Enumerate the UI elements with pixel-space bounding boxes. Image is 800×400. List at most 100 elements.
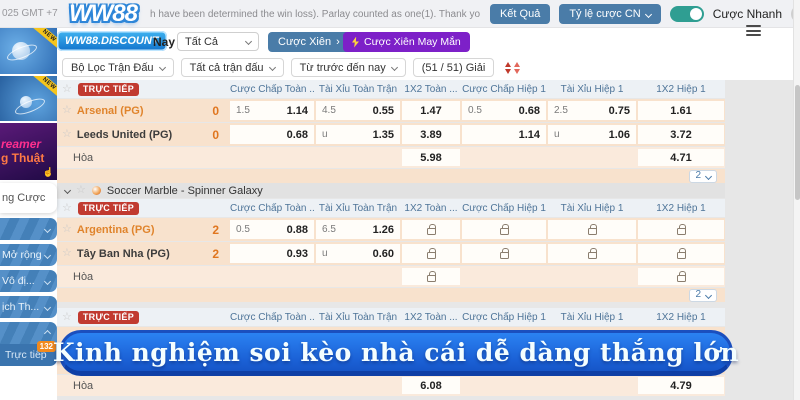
column-header: 1X2 Toàn ... (404, 83, 458, 95)
live-badge: TRỰC TIẾP (77, 201, 140, 215)
odds-cell[interactable]: 2.5 0.75 (548, 101, 636, 120)
draw-row: Hòa (57, 266, 725, 287)
time-range-dropdown[interactable]: Từ trước đến nay (290, 58, 406, 77)
odds-cell[interactable]: 0.5 0.68 (462, 101, 546, 120)
promo-banner-1[interactable]: NEW (0, 28, 57, 74)
star-icon[interactable]: ☆ (62, 128, 72, 140)
chevron-down-icon (43, 303, 52, 311)
lock-icon (676, 271, 686, 282)
locked-odds-cell (402, 244, 460, 263)
lock-icon (426, 224, 436, 235)
sidebar-menu-item[interactable] (0, 322, 57, 344)
chevron-down-icon (43, 225, 52, 233)
sidebar-live-item[interactable]: Trực tiếp 132 (0, 341, 57, 366)
lock-icon (587, 224, 597, 235)
chevron-down-icon (704, 291, 713, 299)
chevron-down-icon (644, 10, 652, 18)
odds-cell[interactable]: 4.5 0.55 (316, 101, 400, 120)
scrollbar[interactable] (793, 0, 800, 400)
sidebar-item-label: Vô đị... (2, 275, 35, 287)
odds-cell[interactable]: 4.71 (638, 149, 724, 166)
odds-cell[interactable]: 6.5 1.26 (316, 220, 400, 239)
odds-cell[interactable]: 6.08 (402, 377, 460, 394)
league-section-header[interactable]: ☆ Soccer Marble - Spinner Galaxy (57, 183, 725, 198)
star-icon[interactable]: ☆ (62, 82, 72, 95)
locked-odds-cell (462, 244, 546, 263)
page-number: 2 (695, 170, 701, 181)
discount-badge[interactable]: WW88.DISCOUNT (57, 31, 167, 51)
odds-cell[interactable]: 1.14 (462, 125, 546, 144)
odds-cell[interactable]: 3.72 (638, 125, 724, 144)
star-icon[interactable]: ☆ (62, 310, 72, 323)
team-row: ☆ Leeds United (PG) 0 0.68 u 1.35 3.89 1.14 u 1.0… (57, 123, 725, 146)
handicap-value: 0.5 (236, 224, 250, 235)
ww88-logo: WW88 (69, 0, 138, 27)
league-count-box[interactable]: (51 / 51) Giải (412, 58, 495, 77)
sort-icon[interactable] (505, 61, 521, 74)
odds-type-button[interactable]: Tỷ lệ cược CN (559, 4, 661, 24)
promo-banner-overlay[interactable]: Kinh nghiệm soi kèo nhà cái dễ dàng thắn… (53, 330, 739, 376)
odds-value: 0.93 (286, 247, 308, 260)
promo-banner-3[interactable]: reamer g Thuật ☝ (0, 123, 57, 180)
promo-banner-2[interactable]: NEW (0, 76, 57, 121)
day-filter-select[interactable]: Tất Cả (177, 32, 259, 51)
lock-icon (676, 224, 686, 235)
all-matches-dropdown[interactable]: Tất cả trận đấu (180, 58, 284, 77)
quick-bet-toggle[interactable] (669, 6, 704, 22)
odds-cell[interactable]: 1.5 1.14 (230, 101, 314, 120)
odds-cell[interactable]: 0.68 (230, 125, 314, 144)
star-icon[interactable]: ☆ (76, 184, 86, 196)
empty-cell (230, 268, 314, 285)
table-footer: 2 (57, 169, 725, 183)
star-icon[interactable]: ☆ (62, 223, 72, 235)
handicap-value: u (322, 129, 328, 140)
odds-cell[interactable]: 0.93 (230, 244, 314, 263)
odds-cell[interactable]: 1.47 (402, 101, 460, 120)
sidebar-menu-item[interactable]: Vô đị... (0, 270, 57, 292)
sidebar-menu-item[interactable]: ịch Th... (0, 296, 57, 318)
results-button[interactable]: Kết Quả (489, 4, 551, 24)
league-icon (91, 186, 101, 195)
topbar-controls: Kết Quả Tỷ lệ cược CN Cược Nhanh (489, 4, 782, 24)
team-name: Tây Ban Nha (PG) (76, 247, 170, 260)
star-icon[interactable]: ☆ (62, 201, 72, 214)
scrollbar-thumb[interactable] (795, 85, 800, 200)
odds-cell[interactable]: 4.79 (638, 377, 724, 394)
sidebar-card[interactable]: ng Cược (0, 183, 57, 213)
odds-cell[interactable]: 0.5 0.88 (230, 220, 314, 239)
hamburger-menu-icon[interactable] (746, 25, 761, 36)
star-icon[interactable]: ☆ (62, 104, 72, 116)
team-name: Hòa (73, 379, 94, 392)
live-badge: TRỰC TIẾP (77, 310, 140, 324)
handicap-value: 6.5 (322, 224, 336, 235)
column-header: Cược Chấp Toàn ... (230, 83, 314, 95)
star-icon[interactable]: ☆ (62, 247, 72, 259)
empty-cell (462, 377, 546, 394)
lucky-parlay-button[interactable]: Cược Xiên May Mắn (343, 32, 470, 52)
pagination-select[interactable]: 2 (689, 288, 717, 302)
odds-cell[interactable]: u 1.35 (316, 125, 400, 144)
empty-cell (548, 268, 636, 285)
column-header: Tài Xỉu Toàn Trận (318, 83, 398, 95)
lock-icon (499, 224, 509, 235)
hand-icon: ☝ (42, 167, 54, 177)
match-filter-dropdown[interactable]: Bộ Lọc Trận Đấu (62, 58, 174, 77)
table-header-row: ☆ TRỰC TIẾP Cược Chấp Toàn ... Tài Xỉu Toàn… (57, 199, 725, 217)
odds-cell[interactable]: 3.89 (402, 125, 460, 144)
parlay-button[interactable]: Cược Xiên › (268, 32, 350, 52)
odds-value: 1.47 (420, 104, 442, 117)
sidebar-menu-item[interactable]: Mở rộng (0, 244, 57, 266)
odds-cell[interactable]: 5.98 (402, 149, 460, 166)
column-header: Cược Chấp Hiệp 1 (462, 311, 546, 323)
odds-table: ☆ TRỰC TIẾP Cược Chấp Toàn ... Tài Xỉu Toàn… (57, 199, 725, 302)
empty-cell (316, 268, 400, 285)
odds-cell[interactable]: u 1.06 (548, 125, 636, 144)
odds-cell[interactable]: u 0.60 (316, 244, 400, 263)
odds-value: 1.14 (286, 104, 308, 117)
sidebar-menu-item[interactable] (0, 218, 57, 240)
score: 0 (212, 103, 219, 118)
handicap-value: u (322, 248, 328, 259)
odds-cell[interactable]: 1.61 (638, 101, 724, 120)
pagination-select[interactable]: 2 (689, 169, 717, 183)
